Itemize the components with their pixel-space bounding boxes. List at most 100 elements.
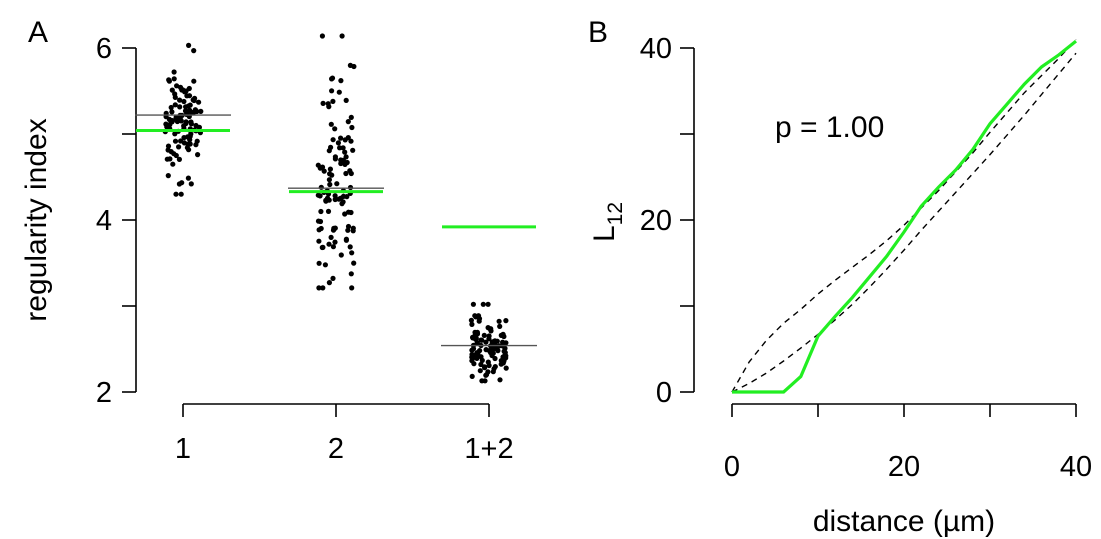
data-point xyxy=(490,350,496,356)
data-point xyxy=(181,98,187,105)
data-point xyxy=(334,181,340,187)
data-point xyxy=(188,119,194,125)
data-point xyxy=(338,135,344,141)
data-point xyxy=(481,332,487,338)
data-point xyxy=(345,135,351,141)
data-point xyxy=(480,301,486,307)
data-point xyxy=(486,362,492,369)
data-point xyxy=(330,244,336,250)
data-point xyxy=(492,364,498,370)
data-point xyxy=(468,317,474,323)
data-point xyxy=(183,119,189,125)
data-point xyxy=(338,252,344,258)
data-point xyxy=(321,168,327,174)
data-point xyxy=(350,228,356,234)
data-point xyxy=(330,98,336,104)
data-point xyxy=(343,170,349,177)
data-point xyxy=(326,241,332,247)
summary-lines xyxy=(135,114,537,347)
data-point xyxy=(342,149,348,155)
data-point xyxy=(477,368,483,374)
observed-line xyxy=(732,39,1078,394)
data-point xyxy=(166,77,172,83)
y-axis-title: regularity index xyxy=(20,118,53,321)
data-point xyxy=(186,42,192,49)
data-point xyxy=(332,193,338,199)
data-point xyxy=(347,168,353,174)
y-tick-label: 40 xyxy=(640,33,672,65)
data-point xyxy=(172,138,179,144)
data-point xyxy=(349,250,355,256)
data-point xyxy=(319,33,325,39)
y-tick-label: 2 xyxy=(96,377,112,409)
data-point xyxy=(338,78,344,84)
data-point xyxy=(339,33,345,39)
data-point xyxy=(185,103,191,109)
data-point xyxy=(172,102,178,108)
data-point xyxy=(338,160,344,167)
data-point xyxy=(180,87,186,93)
data-point xyxy=(171,69,177,75)
data-point xyxy=(319,164,326,170)
data-point xyxy=(173,152,179,159)
data-point xyxy=(316,260,322,266)
data-point xyxy=(172,91,178,97)
data-point xyxy=(501,358,507,364)
data-point xyxy=(318,225,324,232)
data-point xyxy=(475,313,482,319)
data-point xyxy=(328,121,334,127)
data-point xyxy=(184,145,190,151)
data-point xyxy=(196,99,202,105)
data-point xyxy=(191,78,197,84)
data-point xyxy=(497,377,503,383)
data-point xyxy=(475,351,481,357)
y-axis: 0 20 40 xyxy=(640,33,695,409)
data-point xyxy=(492,355,498,362)
data-point xyxy=(184,93,190,99)
data-point xyxy=(340,199,346,205)
x-tick-label: 0 xyxy=(724,451,740,483)
data-point xyxy=(351,260,357,266)
data-point xyxy=(330,137,336,143)
data-point xyxy=(176,144,182,150)
data-point xyxy=(325,208,332,214)
data-point xyxy=(191,48,197,54)
data-point xyxy=(320,285,326,291)
data-point xyxy=(191,97,197,104)
data-point xyxy=(500,331,506,337)
data-point xyxy=(185,175,191,181)
data-point xyxy=(169,109,175,115)
y-tick-label: 4 xyxy=(96,205,112,237)
data-point xyxy=(478,361,484,368)
y-tick-label: 20 xyxy=(640,205,672,237)
p-value-annotation: p = 1.00 xyxy=(775,111,884,144)
data-point xyxy=(479,357,485,363)
data-point xyxy=(343,97,349,103)
data-point xyxy=(349,285,355,291)
data-point xyxy=(483,347,489,353)
data-point xyxy=(320,244,326,250)
data-point xyxy=(196,124,202,130)
y-tick-label: 6 xyxy=(96,33,112,65)
data-point xyxy=(332,156,338,162)
data-point xyxy=(329,88,335,94)
data-point xyxy=(195,152,201,158)
data-point xyxy=(469,351,475,358)
x-tick-label: 20 xyxy=(888,451,920,483)
data-point xyxy=(470,355,476,362)
data-point xyxy=(330,275,336,281)
data-point xyxy=(332,225,338,231)
data-point xyxy=(503,318,509,324)
data-point xyxy=(188,181,194,187)
panel-b: B L12 distance (µm) p = 1.00 0 20 40 0 20 40 xyxy=(588,16,1092,538)
data-point xyxy=(336,196,342,202)
series xyxy=(731,38,1078,394)
data-point xyxy=(470,301,476,307)
data-point xyxy=(165,143,172,149)
data-point xyxy=(188,131,194,137)
x-tick-label: 2 xyxy=(328,433,344,465)
data-point xyxy=(471,361,477,367)
data-point xyxy=(315,192,321,198)
points xyxy=(162,33,509,384)
